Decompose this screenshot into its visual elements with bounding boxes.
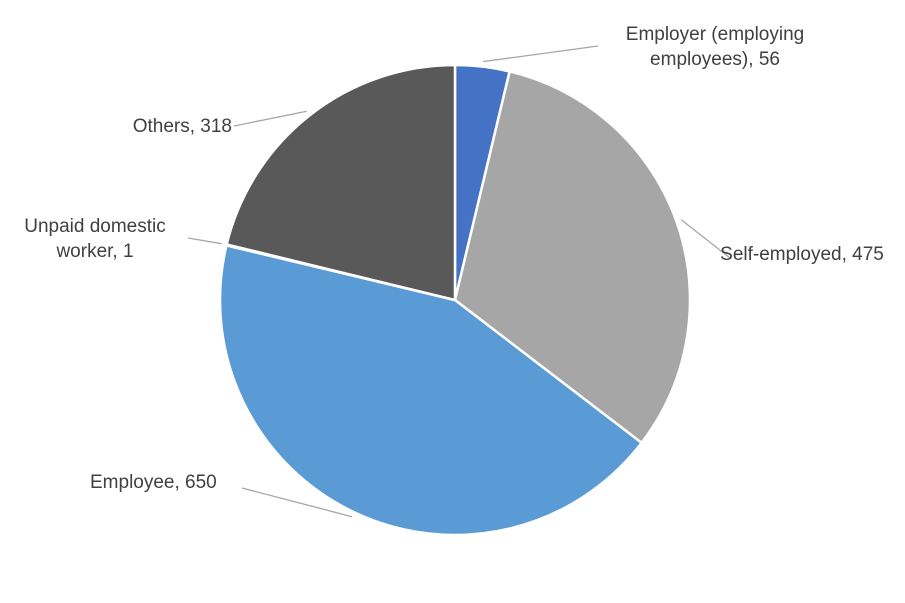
leader-line-unpaid-domestic-worker <box>187 237 222 245</box>
leader-line-self-employed <box>680 219 731 259</box>
slice-label-employer: Employer (employing employees), 56 <box>625 24 805 71</box>
pie-slice-self-employed <box>453 70 692 445</box>
leader-line-employer-employing-employees <box>483 45 599 63</box>
leader-line-employee <box>241 487 353 518</box>
leader-line-others <box>233 110 307 127</box>
slice-label-self-employed: Self-employed, 475 <box>720 244 884 265</box>
pie-slice-employee <box>218 244 643 537</box>
slice-label-others: Others, 318 <box>132 116 232 137</box>
pie-slice-others <box>225 63 457 302</box>
slice-label-unpaid-domestic-worker: Unpaid domestic worker, 1 <box>24 216 166 263</box>
slice-label-employee: Employee, 650 <box>90 472 217 493</box>
